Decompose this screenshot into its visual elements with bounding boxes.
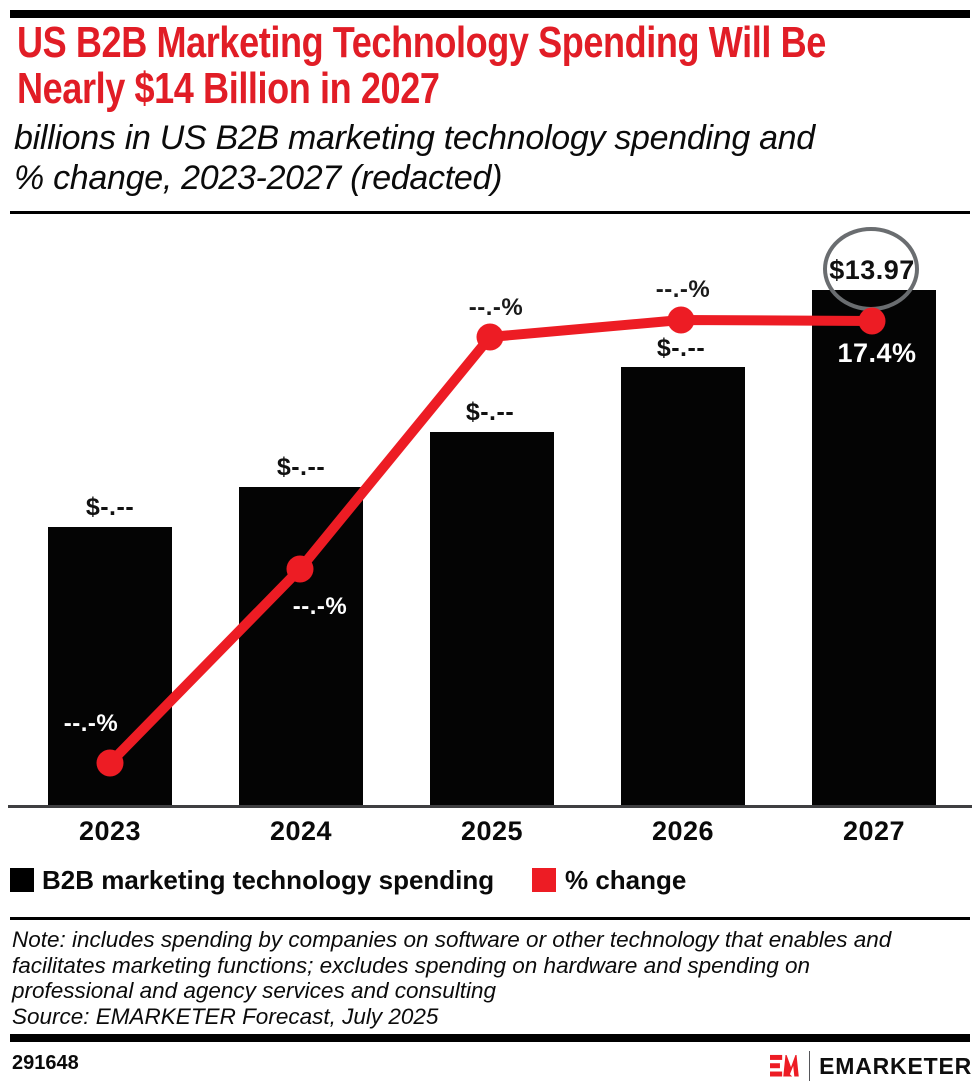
bar-2023: [48, 527, 172, 805]
pct-label-2025: --.-%: [468, 294, 524, 321]
x-tick-2025: 2025: [460, 816, 524, 846]
chart-title: US B2B Marketing Technology Spending Wil…: [17, 20, 980, 112]
x-tick-2024: 2024: [269, 816, 333, 846]
legend-label-spending: B2B marketing technology spending: [42, 865, 495, 895]
line-point-2026: [667, 306, 695, 334]
bar-value-label-2026: $-.--: [656, 334, 706, 362]
line-point-2025: [476, 323, 504, 351]
pct-label-2026: --.-%: [655, 276, 711, 303]
bottom-rule: [10, 1034, 970, 1042]
bar-value-label-2025: $-.--: [465, 398, 515, 426]
chart-subtitle-line-1: billions in US B2B marketing technology …: [14, 119, 815, 157]
legend-swatch-spending: [10, 868, 34, 892]
note-line-2: facilitates marketing functions; exclude…: [12, 952, 811, 978]
brand-name: EMARKETER: [819, 1052, 972, 1079]
bar-2026: [621, 367, 745, 805]
legend-swatch-pct-change: [532, 868, 556, 892]
note-line-3: professional and agency services and con…: [12, 978, 497, 1003]
x-tick-2026: 2026: [651, 816, 715, 846]
chart-id: 291648: [12, 1052, 79, 1074]
note-rule: [10, 917, 970, 920]
chart-subtitle-line-2: % change, 2023-2027 (redacted): [14, 159, 503, 197]
pct-label-2024: --.-%: [292, 593, 348, 620]
bar-value-label-2023: $-.--: [85, 493, 135, 521]
x-tick-2023: 2023: [78, 816, 142, 846]
note-line-1: Note: includes spending by companies on …: [12, 927, 892, 952]
chart-subtitle: billions in US B2B marketing technology …: [14, 118, 974, 198]
logo-divider: [808, 1051, 811, 1081]
x-axis-line: [8, 805, 972, 808]
x-tick-2027: 2027: [842, 816, 906, 846]
bar-value-label-2027: $13.97: [829, 255, 915, 285]
header-rule: [10, 211, 970, 214]
emarketer-logo: EMARKETER: [770, 1048, 972, 1084]
legend-label-pct-change: % change: [565, 865, 687, 895]
bar-2024: [239, 487, 363, 805]
chart-title-line-2: Nearly $14 Billion in 2027: [17, 64, 440, 113]
bar-2025: [430, 432, 554, 805]
pct-label-2023: --.-%: [63, 710, 119, 737]
emarketer-logo-icon: [770, 1054, 799, 1077]
top-rule: [10, 10, 970, 18]
bar-value-label-2024: $-.--: [276, 453, 326, 481]
source-line: Source: EMARKETER Forecast, July 2025: [12, 1003, 439, 1029]
chart-title-line-1: US B2B Marketing Technology Spending Wil…: [17, 18, 826, 67]
pct-label-2027: 17.4%: [837, 338, 917, 368]
note-text: Note: includes spending by companies on …: [12, 927, 962, 1029]
